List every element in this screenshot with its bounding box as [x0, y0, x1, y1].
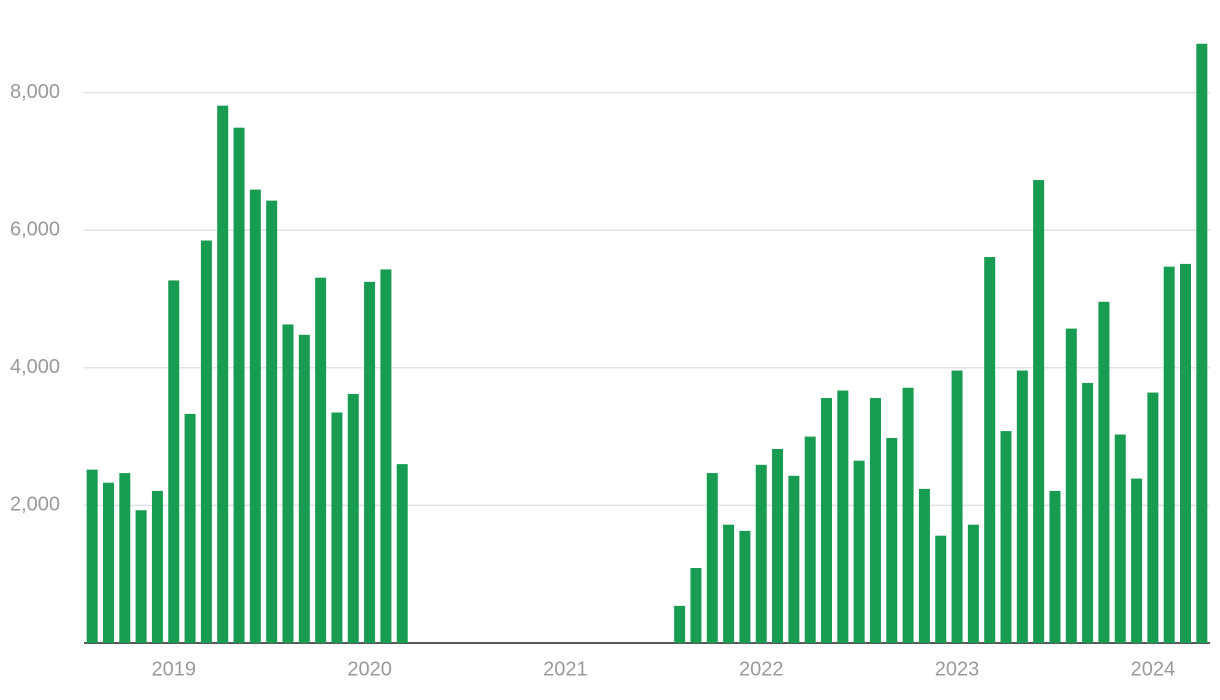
bar [119, 473, 131, 643]
bar [967, 524, 979, 643]
bar [853, 460, 865, 643]
bar [804, 436, 816, 643]
bar [984, 257, 996, 643]
bar [151, 490, 163, 643]
bar [772, 448, 784, 643]
bar [755, 464, 767, 643]
bar [1163, 266, 1175, 643]
bar [135, 510, 147, 643]
bar [282, 324, 294, 643]
bar [331, 412, 343, 643]
bar [886, 437, 898, 643]
x-tick-label: 2022 [739, 658, 784, 680]
bar [364, 281, 376, 643]
x-tick-label: 2020 [347, 658, 392, 680]
bar [102, 482, 114, 643]
y-tick-label: 6,000 [10, 218, 60, 240]
bar [315, 277, 327, 643]
bar [1196, 43, 1208, 643]
bar [217, 105, 229, 643]
bar [739, 530, 751, 643]
bar [837, 390, 849, 643]
bar [1082, 382, 1094, 643]
x-tick-label: 2024 [1131, 658, 1176, 680]
bar [168, 280, 180, 643]
x-tick-label: 2019 [152, 658, 197, 680]
y-tick-label: 8,000 [10, 81, 60, 103]
bar [951, 370, 963, 643]
bar [200, 240, 212, 643]
bar [184, 413, 196, 643]
bar [935, 535, 947, 643]
bar [869, 398, 881, 643]
bar [1016, 370, 1028, 643]
bar [1065, 328, 1077, 643]
bar [1098, 301, 1110, 643]
bar [821, 398, 833, 643]
x-tick-label: 2023 [935, 658, 980, 680]
x-tick-label: 2021 [543, 658, 588, 680]
y-tick-label: 2,000 [10, 494, 60, 516]
bar [1180, 263, 1192, 643]
bar [902, 387, 914, 643]
bar [674, 605, 686, 643]
bar [298, 334, 310, 643]
bar [1114, 434, 1126, 643]
bar [396, 464, 408, 643]
bar [380, 269, 392, 643]
bar [233, 127, 245, 644]
bar [706, 473, 718, 643]
bar [347, 393, 359, 643]
bar [1049, 490, 1061, 643]
bar [723, 524, 735, 643]
y-tick-label: 4,000 [10, 356, 60, 378]
bar [690, 568, 702, 643]
bar [266, 200, 278, 643]
bar [249, 189, 261, 643]
bar [1131, 478, 1143, 643]
bar [1147, 392, 1159, 643]
bar [86, 469, 98, 643]
bar [918, 488, 930, 643]
bar [788, 475, 800, 643]
bar [1000, 431, 1012, 643]
bar [1033, 179, 1045, 643]
